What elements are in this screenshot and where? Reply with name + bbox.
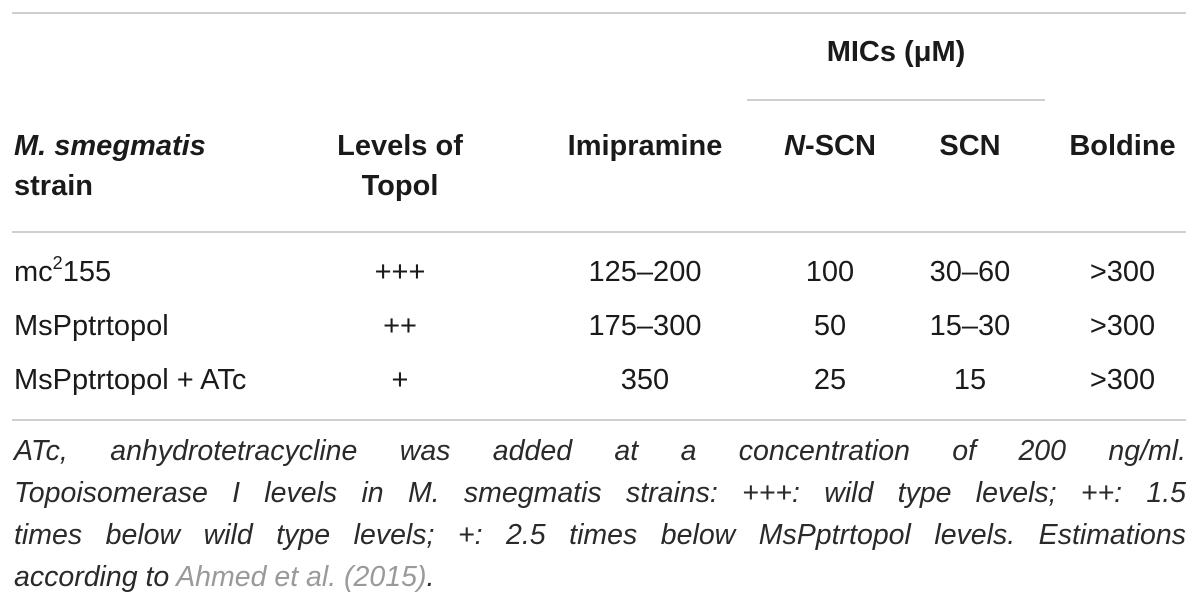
- row-0-n-scn: 100: [805, 256, 855, 288]
- header-levels-line2: Topol: [361, 170, 439, 202]
- header-imipramine: Imipramine: [567, 130, 723, 162]
- row-1-strain: MsPptrtopol: [14, 310, 169, 342]
- row-0-strain: mc2155: [14, 252, 111, 292]
- row-2-boldine: >300: [1089, 364, 1156, 396]
- row-2-scn: 15: [953, 364, 987, 396]
- row-1-levels: ++: [383, 310, 417, 342]
- row-2-imipramine: 350: [620, 364, 670, 396]
- footnote-line-4: according to Ahmed et al. (2015).: [14, 556, 1186, 598]
- mic-group-rule: [747, 99, 1045, 101]
- header-strain: M. smegmatis strain: [14, 126, 206, 206]
- mic-group-header: MICs (μM): [826, 36, 966, 68]
- row-0-scn: 30–60: [929, 256, 1011, 288]
- row-0-strain-base: mc: [14, 256, 53, 288]
- table-top-rule: [12, 12, 1186, 14]
- row-1-boldine: >300: [1089, 310, 1156, 342]
- header-strain-line1: M. smegmatis: [14, 130, 206, 162]
- header-levels: Levels of Topol: [300, 126, 500, 206]
- footnote-line-3: times below wild type levels; +: 2.5 tim…: [14, 519, 1186, 551]
- header-strain-line2: strain: [14, 170, 93, 202]
- table-bottom-rule: [12, 419, 1186, 421]
- row-0-imipramine: 125–200: [588, 256, 702, 288]
- row-2-strain: MsPptrtopol + ATc: [14, 364, 247, 396]
- table-header-rule: [12, 231, 1186, 233]
- header-scn: SCN: [939, 130, 1001, 162]
- row-1-n-scn: 50: [813, 310, 847, 342]
- footnote-line-1: ATc, anhydrotetracycline was added at a …: [14, 435, 1186, 467]
- header-n-scn: N-SCN: [770, 126, 890, 166]
- row-0-strain-tail: 155: [62, 256, 112, 288]
- row-1-imipramine: 175–300: [588, 310, 702, 342]
- reference-link[interactable]: Ahmed et al. (2015): [176, 561, 427, 593]
- row-0-boldine: >300: [1089, 256, 1156, 288]
- table-footnote: ATc, anhydrotetracycline was added at a …: [14, 430, 1186, 598]
- row-1-scn: 15–30: [929, 310, 1011, 342]
- header-n-scn-prefix: N: [784, 130, 806, 162]
- footnote-line-4-suffix: .: [426, 561, 435, 593]
- row-0-levels: +++: [374, 256, 426, 288]
- row-2-levels: +: [391, 364, 409, 396]
- header-boldine: Boldine: [1069, 130, 1176, 162]
- footnote-line-2: Topoisomerase I levels in M. smegmatis s…: [14, 477, 1186, 509]
- row-2-n-scn: 25: [813, 364, 847, 396]
- row-0-strain-superscript: 2: [52, 253, 63, 273]
- header-n-scn-suffix: -SCN: [805, 130, 876, 162]
- footnote-line-4-prefix: according to: [14, 561, 177, 593]
- header-levels-line1: Levels of: [337, 130, 463, 162]
